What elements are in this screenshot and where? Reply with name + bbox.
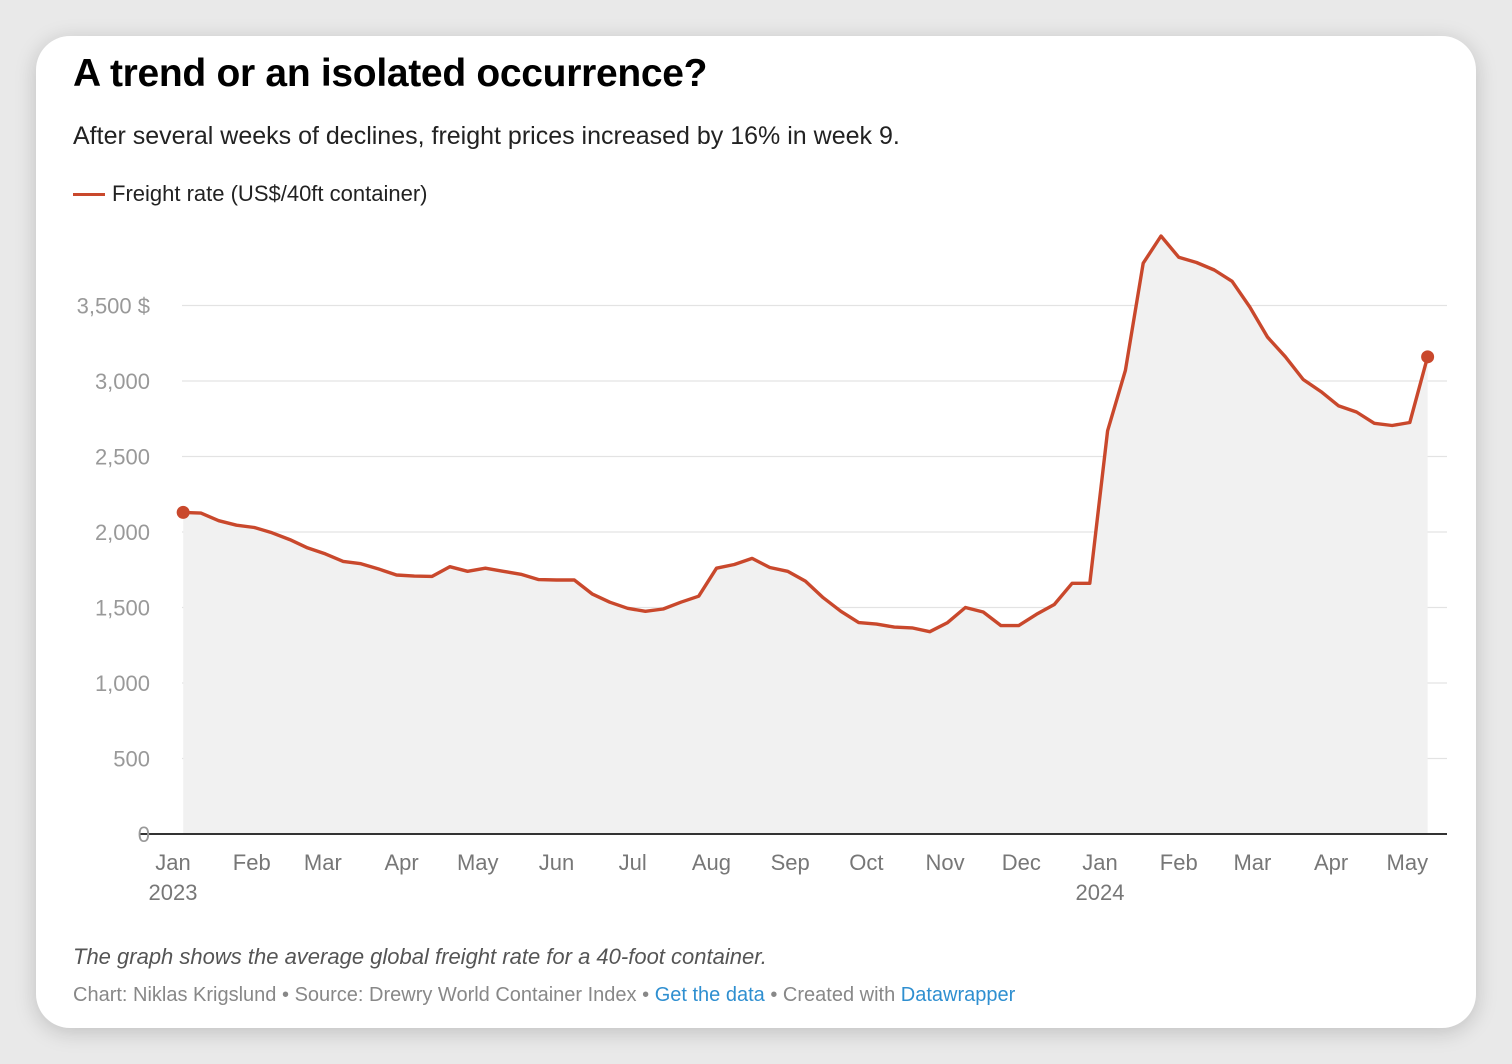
chart-subtitle: After several weeks of declines, freight… (73, 122, 900, 150)
chart-byline: Chart: Niklas Krigslund • Source: Drewry… (73, 984, 1015, 1007)
y-tick-label: 2,000 (95, 520, 150, 545)
x-tick-labels: Jan 2023 Feb Mar Apr May Jun Jul Aug Sep Oct Nov Dec… (149, 850, 1429, 905)
area-fill (183, 236, 1428, 834)
get-the-data-link[interactable]: Get the data (654, 984, 765, 1006)
y-tick-label: 500 (113, 747, 150, 772)
chart-notes: The graph shows the average global freig… (73, 944, 767, 969)
x-tick-label: Dec (1002, 850, 1041, 875)
x-tick-label: Jul (619, 850, 647, 875)
x-tick-label: Oct (849, 850, 883, 875)
x-tick-label: Sep (771, 850, 810, 875)
y-tick-labels: 0 500 1,000 1,500 2,000 2,500 3,000 3,500 $ (77, 294, 150, 848)
byline-source: Source: Drewry World Container Index (294, 984, 637, 1006)
series-end-markers (176, 350, 1435, 519)
freight-rate-chart: 0 500 1,000 1,500 2,000 2,500 3,000 3,500 $ Jan… (77, 234, 1447, 905)
y-tick-label: 1,500 (95, 596, 150, 621)
legend-swatch (73, 192, 105, 196)
x-tick-label: Feb (233, 850, 271, 875)
x-tick-label: May (1387, 850, 1429, 875)
x-tick-label: Aug (692, 850, 731, 875)
x-tick-label: Apr (384, 850, 418, 875)
legend-label: Freight rate (US$/40ft container) (112, 181, 428, 206)
byline-separator: • (642, 984, 650, 1006)
series-point-marker (1421, 350, 1435, 364)
series-point-marker (176, 505, 190, 519)
y-tick-label: 0 (138, 822, 150, 847)
x-tick-label: Mar (1233, 850, 1271, 875)
byline-created-with: Created with (782, 984, 896, 1006)
x-tick-label: Apr (1314, 850, 1348, 875)
x-tick-year-label: 2023 (149, 880, 198, 905)
x-tick-year-label: 2024 (1076, 880, 1125, 905)
chart-card: A trend or an isolated occurrence? After… (36, 36, 1476, 1028)
chart-title: A trend or an isolated occurrence? (73, 52, 708, 95)
byline-separator: • (770, 984, 778, 1006)
x-tick-label: Mar (304, 850, 342, 875)
y-tick-label: 1,000 (95, 671, 150, 696)
y-tick-label: 3,000 (95, 369, 150, 394)
y-tick-label: 3,500 $ (77, 294, 150, 319)
byline-separator: • (281, 984, 289, 1006)
series-line (181, 234, 1430, 634)
legend: Freight rate (US$/40ft container) (73, 181, 427, 207)
x-tick-label: Nov (926, 850, 965, 875)
x-tick-label: Jun (539, 850, 574, 875)
x-tick-label: Jan (155, 850, 190, 875)
y-tick-label: 2,500 (95, 445, 150, 470)
datawrapper-link[interactable]: Datawrapper (900, 984, 1016, 1006)
x-tick-label: May (457, 850, 499, 875)
x-tick-label: Jan (1082, 850, 1117, 875)
byline-author: Chart: Niklas Krigslund (73, 984, 277, 1006)
x-tick-label: Feb (1160, 850, 1198, 875)
